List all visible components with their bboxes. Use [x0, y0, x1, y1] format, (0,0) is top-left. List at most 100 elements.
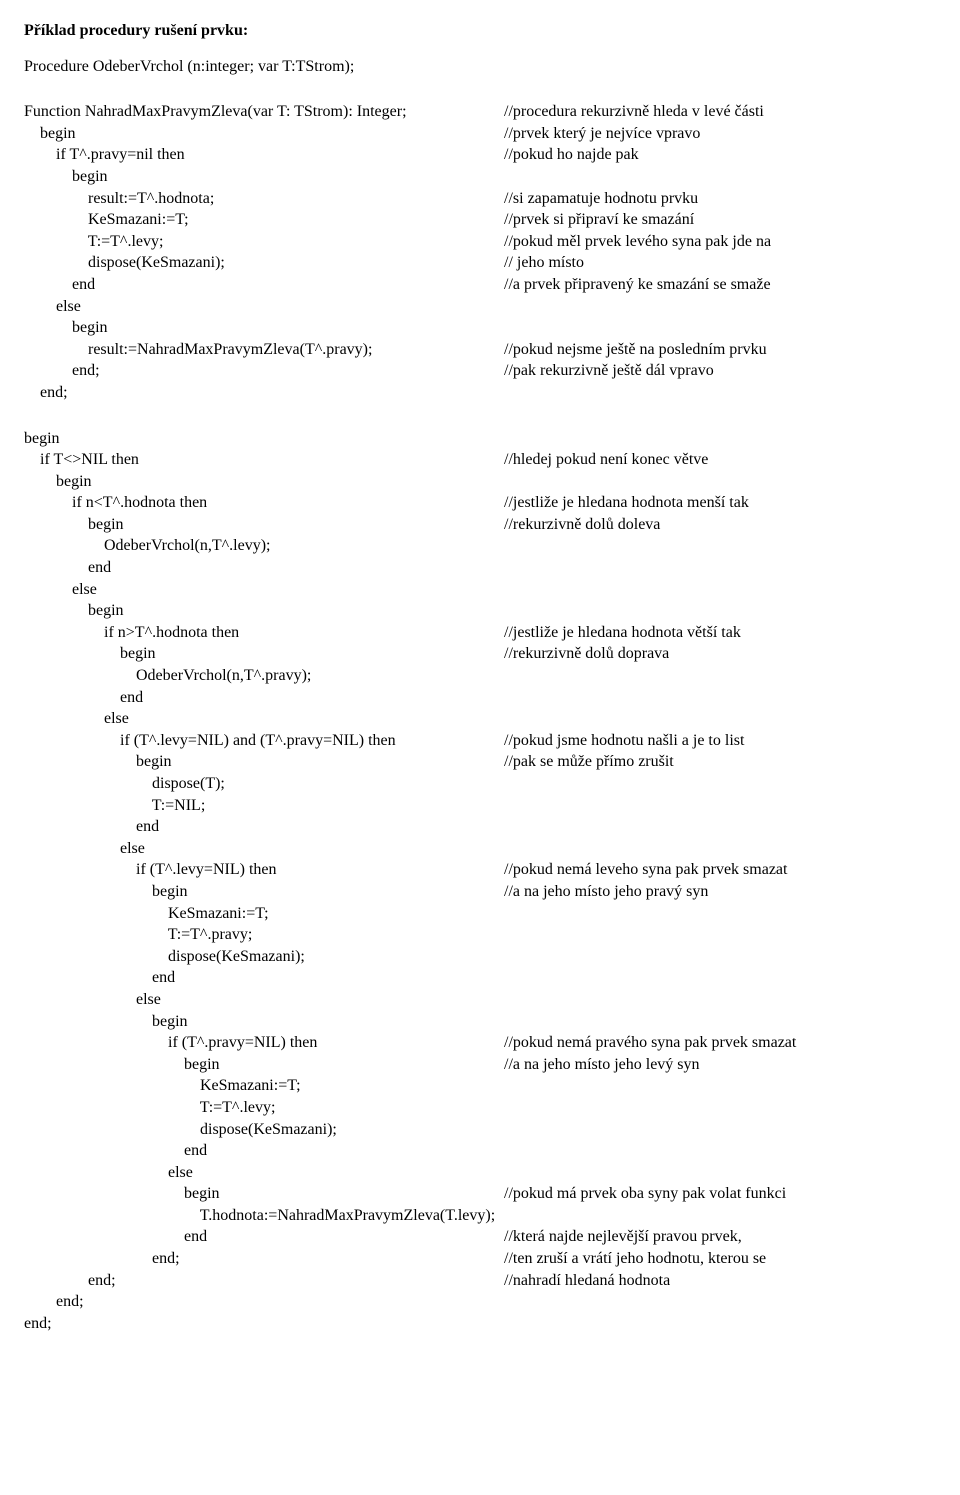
document-page: Příklad procedury rušení prvku: Procedur… [0, 0, 960, 1354]
code-comment: //jestliže je hledana hodnota větší tak [504, 622, 741, 644]
code-text: end [24, 557, 504, 579]
code-text: else [24, 1162, 504, 1184]
code-comment: //rekurzivně dolů doleva [504, 514, 660, 536]
code-text: end [24, 816, 504, 838]
code-text: if n<T^.hodnota then [24, 492, 504, 514]
code-text: begin [24, 514, 504, 536]
code-text: dispose(T); [24, 773, 504, 795]
code-line: if (T^.levy=NIL) and (T^.pravy=NIL) then… [24, 730, 936, 752]
code-text: if (T^.levy=NIL) and (T^.pravy=NIL) then [24, 730, 504, 752]
code-text: KeSmazani:=T; [24, 903, 504, 925]
code-line: else [24, 296, 936, 318]
code-comment: //prvek který je nejvíce vpravo [504, 123, 700, 145]
code-line: end [24, 816, 936, 838]
code-line: begin [24, 1011, 936, 1033]
code-comment: //a na jeho místo jeho pravý syn [504, 881, 708, 903]
code-text: result:=T^.hodnota; [24, 188, 504, 210]
code-line: begin [24, 317, 936, 339]
code-line: else [24, 708, 936, 730]
code-text: begin [24, 428, 504, 450]
code-text: OdeberVrchol(n,T^.levy); [24, 535, 504, 557]
code-line: if T<>NIL then//hledej pokud není konec … [24, 449, 936, 471]
code-text: if T^.pravy=nil then [24, 144, 504, 166]
code-line: if n<T^.hodnota then//jestliže je hledan… [24, 492, 936, 514]
code-text: T.hodnota:=NahradMaxPravymZleva(T.levy); [24, 1205, 504, 1227]
code-line: T:=NIL; [24, 795, 936, 817]
code-line: end; [24, 1291, 936, 1313]
code-comment: //si zapamatuje hodnotu prvku [504, 188, 698, 210]
code-text: dispose(KeSmazani); [24, 1119, 504, 1141]
section-title: Příklad procedury rušení prvku: [24, 20, 936, 42]
code-line: dispose(T); [24, 773, 936, 795]
code-line: OdeberVrchol(n,T^.levy); [24, 535, 936, 557]
spacer [24, 404, 936, 422]
code-comment: //pokud ho najde pak [504, 144, 639, 166]
code-comment: //ten zruší a vrátí jeho hodnotu, kterou… [504, 1248, 766, 1270]
code-line: end;//pak rekurzivně ještě dál vpravo [24, 360, 936, 382]
code-comment: //a na jeho místo jeho levý syn [504, 1054, 700, 1076]
code-text: if n>T^.hodnota then [24, 622, 504, 644]
code-comment: //prvek si připraví ke smazání [504, 209, 694, 231]
code-text: end; [24, 1270, 504, 1292]
code-text: if T<>NIL then [24, 449, 504, 471]
code-comment: //pokud má prvek oba syny pak volat funk… [504, 1183, 786, 1205]
code-text: else [24, 838, 504, 860]
code-line: dispose(KeSmazani); [24, 946, 936, 968]
code-comment: //pokud měl prvek levého syna pak jde na [504, 231, 771, 253]
code-line: end//která najde nejlevější pravou prvek… [24, 1226, 936, 1248]
code-text: begin [24, 1054, 504, 1076]
code-line: begin//pokud má prvek oba syny pak volat… [24, 1183, 936, 1205]
code-comment: //pak rekurzivně ještě dál vpravo [504, 360, 714, 382]
code-line: result:=NahradMaxPravymZleva(T^.pravy);/… [24, 339, 936, 361]
code-line: begin//rekurzivně dolů doprava [24, 643, 936, 665]
code-text: end [24, 687, 504, 709]
code-line: begin [24, 428, 936, 450]
code-text: begin [24, 471, 504, 493]
function-block: Function NahradMaxPravymZleva(var T: TSt… [24, 101, 936, 403]
code-text: begin [24, 1011, 504, 1033]
code-comment: //pokud nemá leveho syna pak prvek smaza… [504, 859, 787, 881]
code-text: end [24, 1226, 504, 1248]
code-text: begin [24, 1183, 504, 1205]
code-text: dispose(KeSmazani); [24, 252, 504, 274]
code-line: end;//ten zruší a vrátí jeho hodnotu, kt… [24, 1248, 936, 1270]
code-line: OdeberVrchol(n,T^.pravy); [24, 665, 936, 687]
code-line: T:=T^.levy;//pokud měl prvek levého syna… [24, 231, 936, 253]
code-text: end [24, 967, 504, 989]
code-line: if T^.pravy=nil then//pokud ho najde pak [24, 144, 936, 166]
code-line: end [24, 687, 936, 709]
code-line: else [24, 579, 936, 601]
main-block: begin if T<>NIL then//hledej pokud není … [24, 428, 936, 1335]
code-comment: //hledej pokud není konec větve [504, 449, 708, 471]
code-text: T:=T^.levy; [24, 1097, 504, 1119]
code-comment: //jestliže je hledana hodnota menší tak [504, 492, 749, 514]
code-line: begin//a na jeho místo jeho pravý syn [24, 881, 936, 903]
code-line: begin//pak se může přímo zrušit [24, 751, 936, 773]
code-text: OdeberVrchol(n,T^.pravy); [24, 665, 504, 687]
procedure-declaration: Procedure OdeberVrchol (n:integer; var T… [24, 56, 936, 78]
code-comment: // jeho místo [504, 252, 584, 274]
code-line: else [24, 989, 936, 1011]
code-text: begin [24, 123, 504, 145]
code-line: T.hodnota:=NahradMaxPravymZleva(T.levy); [24, 1205, 936, 1227]
code-text: begin [24, 643, 504, 665]
code-line: begin [24, 600, 936, 622]
code-text: T:=T^.pravy; [24, 924, 504, 946]
code-line: end [24, 1140, 936, 1162]
code-text: end; [24, 382, 504, 404]
code-line: KeSmazani:=T; [24, 1075, 936, 1097]
code-text: begin [24, 166, 504, 188]
code-text: KeSmazani:=T; [24, 1075, 504, 1097]
code-text: else [24, 708, 504, 730]
code-comment: //pokud nemá pravého syna pak prvek smaz… [504, 1032, 796, 1054]
code-line: dispose(KeSmazani); [24, 1119, 936, 1141]
code-text: end [24, 274, 504, 296]
code-line: if (T^.levy=NIL) then//pokud nemá leveho… [24, 859, 936, 881]
code-comment: //pokud jsme hodnotu našli a je to list [504, 730, 744, 752]
code-line: dispose(KeSmazani);// jeho místo [24, 252, 936, 274]
code-text: if (T^.pravy=NIL) then [24, 1032, 504, 1054]
code-text: begin [24, 600, 504, 622]
code-line: T:=T^.pravy; [24, 924, 936, 946]
code-line: if n>T^.hodnota then//jestliže je hledan… [24, 622, 936, 644]
code-line: begin//prvek který je nejvíce vpravo [24, 123, 936, 145]
